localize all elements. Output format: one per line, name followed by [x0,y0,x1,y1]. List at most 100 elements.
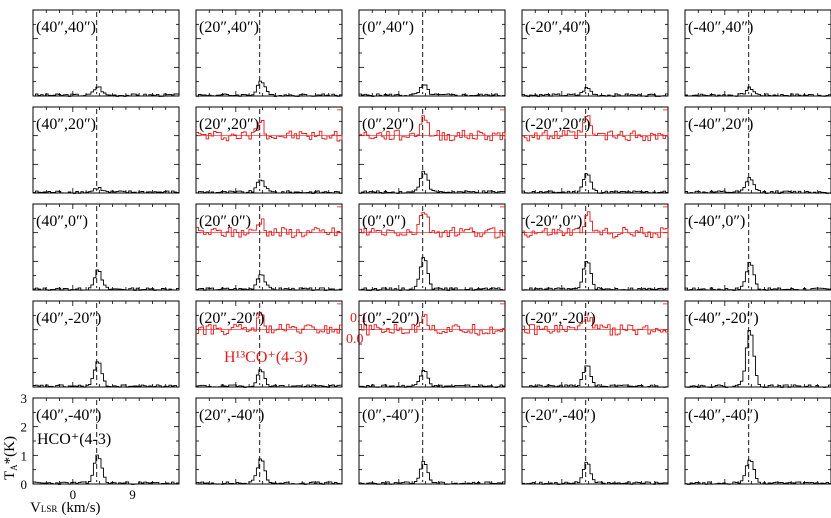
panel-offset-label: (-40″,20″) [688,116,753,133]
hco-spectrum-line [522,86,669,97]
spectrum-panel: (-20″,20″) [521,106,669,194]
hco-spectrum-line [522,173,669,194]
panel-offset-label: (-40″,40″) [688,19,753,36]
y-tick-label: 0 [21,477,28,492]
panel-offset-label: (20″,20″) [199,116,259,133]
spectrum-panel: (40″,20″) [32,106,180,194]
spectrum-panel: (-40″,-40″) [684,397,831,485]
spectrum-panel: (-20″,-20″) [521,300,669,388]
hco-spectrum-line [685,177,831,194]
spectrum-panel: (0″,20″) [358,106,506,194]
hco-spectrum-line [522,365,669,388]
hco-spectrum-line [359,460,506,485]
panel-offset-label: (0″,-40″) [362,407,419,424]
x-tick-label: 0 [70,487,77,502]
spectrum-panel: (-40″,20″) [684,106,831,194]
hco-spectrum-line [33,361,180,388]
hco-spectrum-line [522,461,669,485]
spectrum-panel: (0″,40″) [358,9,506,97]
h13co-spectrum-line [359,314,506,336]
spectrum-panel: (40″,-40″) 0 1 2 3 0 9 HCO⁺(4-3) [21,391,180,502]
y-axis-title-sub: A [9,464,19,471]
panel-offset-label: (0″,0″) [362,213,406,230]
x-axis-title: VLSR (km/s) [30,500,101,516]
h13co-spectrum-line [196,312,342,336]
spectrum-panel: (20″,-40″) [195,397,343,485]
panel-offset-label: (-20″,-40″) [525,407,596,424]
h13co-line-label: H¹³CO⁺(4-3) [224,349,308,366]
hco-spectrum-line [33,187,180,194]
panel-offset-label: (-20″,0″) [525,213,582,230]
spectrum-panel: (20″,0″) [195,203,343,291]
hco-spectrum-line [359,370,506,388]
hco-line-label: HCO⁺(4-3) [37,431,111,448]
hco-spectrum-line [359,257,506,291]
spectrum-panel: (20″,20″) [195,106,343,194]
spectrum-panel: (-40″,40″) [684,9,831,97]
y-tick-label: 3 [21,391,28,406]
x-tick-label: 9 [129,487,136,502]
panel-offset-label: (40″,0″) [36,213,88,230]
hco-spectrum-line [685,459,831,485]
spectrum-panel: (0″,-20″) [358,300,506,388]
panel-offset-label: (-20″,-20″) [525,310,596,327]
spectrum-panel: (20″,-20″)H¹³CO⁺(4-3)0.10.0 [195,300,368,388]
h13co-spectrum-line [522,316,669,336]
x-axis-title-main: V [30,500,41,516]
panel-offset-label: (40″,-20″) [36,310,101,327]
panel-offset-label: (40″,-40″) [36,407,101,424]
hco-spectrum-line [685,86,831,97]
h13co-spectrum-line [522,211,669,239]
panel-offset-label: (0″,20″) [362,116,414,133]
spectrum-panel: (-20″,0″) [521,203,669,291]
panel-offset-label: (0″,40″) [362,19,414,36]
panel-offset-label: (40″,40″) [36,19,96,36]
spectrum-panel: (40″,40″) [32,9,180,97]
h13co-spectrum-line [359,211,506,239]
y-tick-label: 1 [21,448,28,463]
spectrum-panel: (0″,-40″) [358,397,506,485]
x-axis-title-unit: (km/s) [61,500,100,516]
panel-offset-label: (20″,40″) [199,19,259,36]
spectrum-panel: (-40″,-20″) [684,300,831,388]
spectrum-panel: (40″,-20″) [32,300,180,388]
spectrum-panel: (-20″,-40″) [521,397,669,485]
spectrum-panel: (-40″,0″) [684,203,831,291]
panel-offset-label: (20″,-40″) [199,407,264,424]
hco-spectrum-line [685,261,831,291]
hco-spectrum-line [33,454,180,485]
hco-spectrum-line [196,80,343,97]
hco-spectrum-line [33,269,180,291]
hco-spectrum-line [196,274,343,291]
y-axis-title-main: T [2,471,18,480]
y-tick-label: 2 [21,420,28,435]
panel-offset-label: (-20″,40″) [525,19,590,36]
y-axis-title-unit: *(K) [2,436,18,464]
spectrum-panel: (40″,0″) [32,203,180,291]
panel-offset-label: (-20″,20″) [525,116,590,133]
hco-spectrum-line [359,170,506,194]
y-axis-title: TA*(K) [2,436,19,480]
panel-offset-label: (20″,-20″) [199,310,264,327]
hco-spectrum-line [196,369,343,388]
hco-spectrum-line [359,84,506,97]
x-axis-title-sub: LSR [41,504,58,514]
panel-offset-label: (-40″,0″) [688,213,745,230]
h13co-spectrum-line [196,218,343,239]
hco-spectrum-line [196,179,343,194]
spectrum-panel: (20″,40″) [195,9,343,97]
panel-offset-label: (40″,20″) [36,116,96,133]
h13co-spectrum-line [522,115,669,142]
panel-offset-label: (0″,-20″) [362,310,419,327]
spectrum-panel: (-20″,40″) [521,9,669,97]
red-scale-label: 0.0 [346,332,364,347]
hco-spectrum-line [196,458,343,485]
spectrum-panel: (0″,0″) [358,203,506,291]
hco-spectrum-line [33,86,180,97]
panels-group: (40″,40″) (20″,40″) (0″,40″) (-20″,40″) (-40… [21,9,831,502]
panel-offset-label: (-40″,-20″) [688,310,759,327]
panel-offset-label: (20″,0″) [199,213,251,230]
hco-spectrum-line [522,260,669,291]
hco-spectrum-line [685,330,831,388]
